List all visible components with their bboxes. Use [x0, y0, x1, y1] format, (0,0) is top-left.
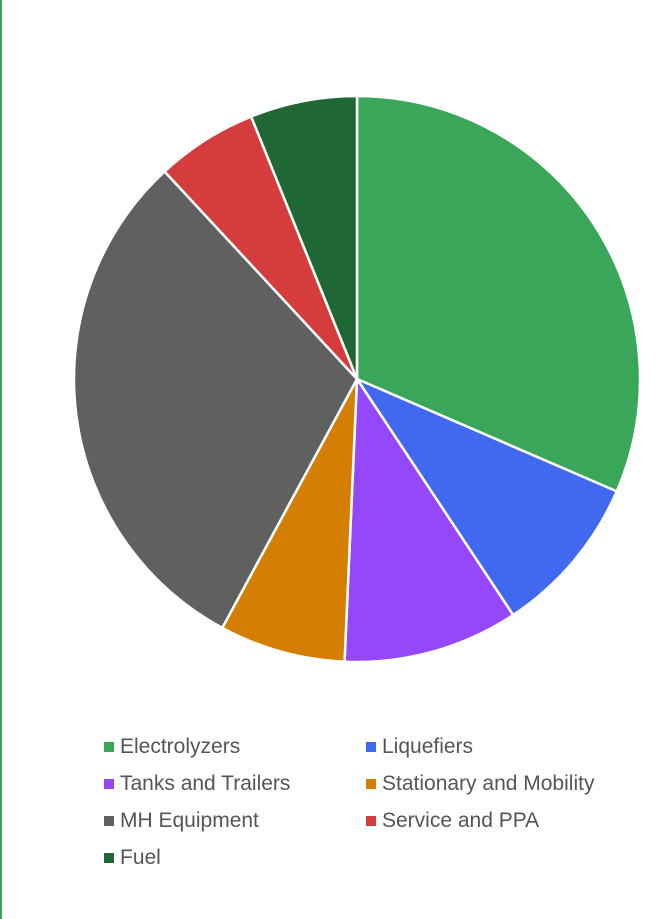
pie-slice-fuel	[249, 94, 359, 381]
legend-item-stationary-and-mobility: Stationary and Mobility	[366, 771, 644, 797]
pie-slice-mh-equipment	[72, 170, 359, 630]
legend-label: Stationary and Mobility	[382, 772, 595, 795]
legend-label: Electrolyzers	[120, 735, 241, 758]
legend-item-liquefiers: Liquefiers	[366, 734, 644, 760]
pie-slices	[72, 94, 642, 664]
chart-legend: Electrolyzers Liquefiers Tanks and Trailer…	[104, 734, 644, 871]
pie-slice-tanks-and-trailers	[343, 377, 515, 664]
legend-item-electrolyzers: Electrolyzers	[104, 734, 366, 760]
legend-label: Tanks and Trailers	[120, 772, 291, 795]
left-border-rule	[0, 0, 2, 919]
legend-swatch	[366, 742, 376, 752]
legend-swatch	[104, 816, 114, 826]
pie-slice-electrolyzers	[355, 94, 642, 493]
legend-item-service-and-ppa: Service and PPA	[366, 808, 644, 834]
pie-slice-stationary-and-mobility	[220, 377, 359, 663]
legend-item-fuel: Fuel	[104, 845, 366, 871]
legend-item-tanks-and-trailers: Tanks and Trailers	[104, 771, 366, 797]
legend-swatch	[366, 816, 376, 826]
pie-slice-liquefiers	[355, 377, 618, 617]
legend-swatch	[366, 779, 376, 789]
legend-label: Fuel	[120, 846, 161, 869]
legend-swatch	[104, 853, 114, 863]
legend-swatch	[104, 742, 114, 752]
legend-item-mh-equipment: MH Equipment	[104, 808, 366, 834]
legend-label: Liquefiers	[382, 735, 474, 758]
legend-label: Service and PPA	[382, 809, 540, 832]
legend-swatch	[104, 779, 114, 789]
legend-label: MH Equipment	[120, 809, 259, 832]
